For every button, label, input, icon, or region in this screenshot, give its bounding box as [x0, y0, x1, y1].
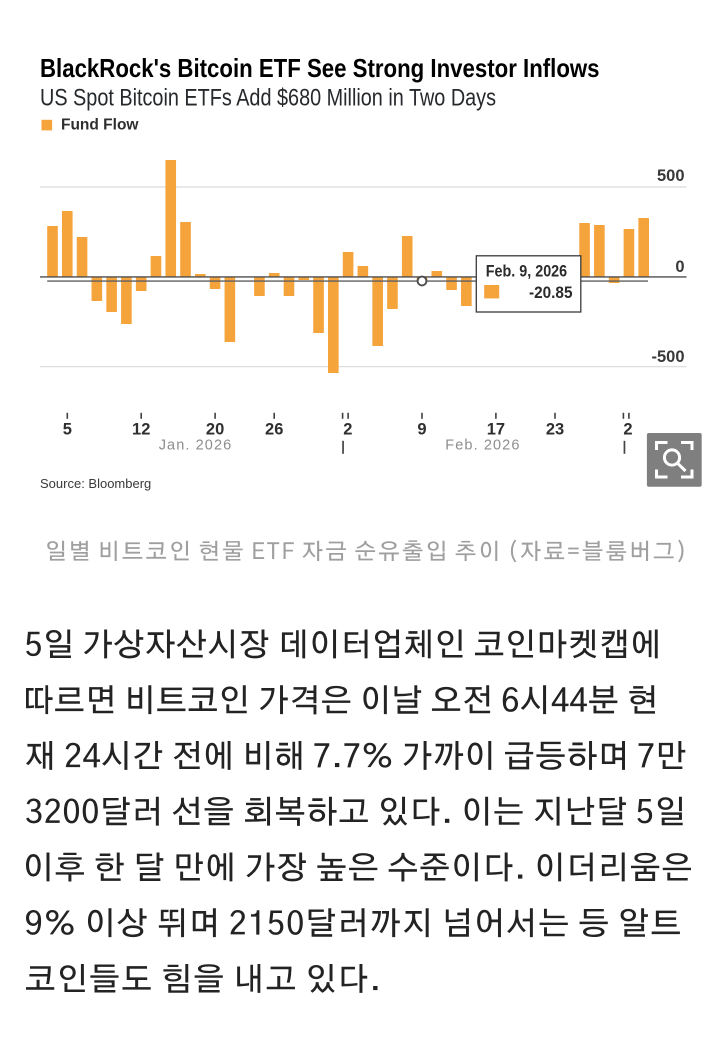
svg-text:Feb. 2026: Feb. 2026 — [445, 438, 520, 454]
svg-text:BlackRock's Bitcoin ETF See St: BlackRock's Bitcoin ETF See Strong Inves… — [40, 55, 600, 84]
svg-text:Feb. 9, 2026: Feb. 9, 2026 — [486, 263, 568, 281]
svg-text:20: 20 — [206, 421, 224, 439]
svg-text:17: 17 — [487, 421, 505, 439]
svg-text:2: 2 — [343, 421, 352, 439]
svg-text:500: 500 — [657, 167, 685, 185]
svg-text:23: 23 — [546, 421, 564, 439]
svg-text:5: 5 — [63, 421, 72, 439]
svg-text:Fund Flow: Fund Flow — [61, 117, 139, 134]
svg-text:Jan. 2026: Jan. 2026 — [159, 438, 233, 454]
svg-text:-20.85: -20.85 — [529, 284, 573, 302]
svg-text:US Spot Bitcoin ETFs Add $680: US Spot Bitcoin ETFs Add $680 Million in… — [40, 83, 496, 110]
svg-text:0: 0 — [675, 258, 684, 276]
svg-text:9: 9 — [417, 421, 426, 439]
svg-text:2: 2 — [623, 421, 632, 439]
svg-text:-500: -500 — [651, 348, 684, 366]
svg-text:Source: Bloomberg: Source: Bloomberg — [40, 476, 151, 491]
svg-text:12: 12 — [132, 421, 150, 439]
svg-text:26: 26 — [265, 421, 283, 439]
